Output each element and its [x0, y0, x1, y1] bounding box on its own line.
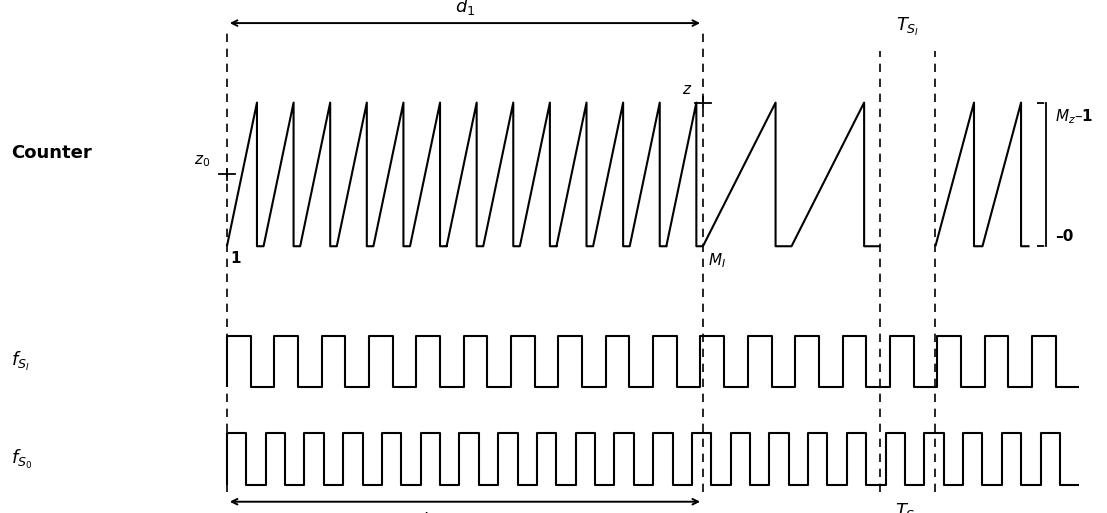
- Text: $d_1 = M_O\ T_{S_0}$: $d_1 = M_O\ T_{S_0}$: [415, 511, 515, 513]
- Text: Counter: Counter: [11, 144, 92, 162]
- Text: $f_{S_I}$: $f_{S_I}$: [11, 350, 30, 373]
- Text: $f_{S_0}$: $f_{S_0}$: [11, 447, 32, 471]
- Text: $z_0$: $z_0$: [194, 153, 210, 169]
- Text: $d_1$: $d_1$: [455, 0, 475, 17]
- Text: –0: –0: [1055, 229, 1074, 244]
- Text: $T_{S_I}$: $T_{S_I}$: [896, 16, 920, 38]
- Text: $M_z$–1: $M_z$–1: [1055, 108, 1094, 126]
- Text: $M_I$: $M_I$: [708, 251, 726, 270]
- Text: 1: 1: [230, 251, 241, 266]
- Text: $T_{S_0}$: $T_{S_0}$: [894, 502, 921, 513]
- Text: $z$: $z$: [682, 83, 692, 97]
